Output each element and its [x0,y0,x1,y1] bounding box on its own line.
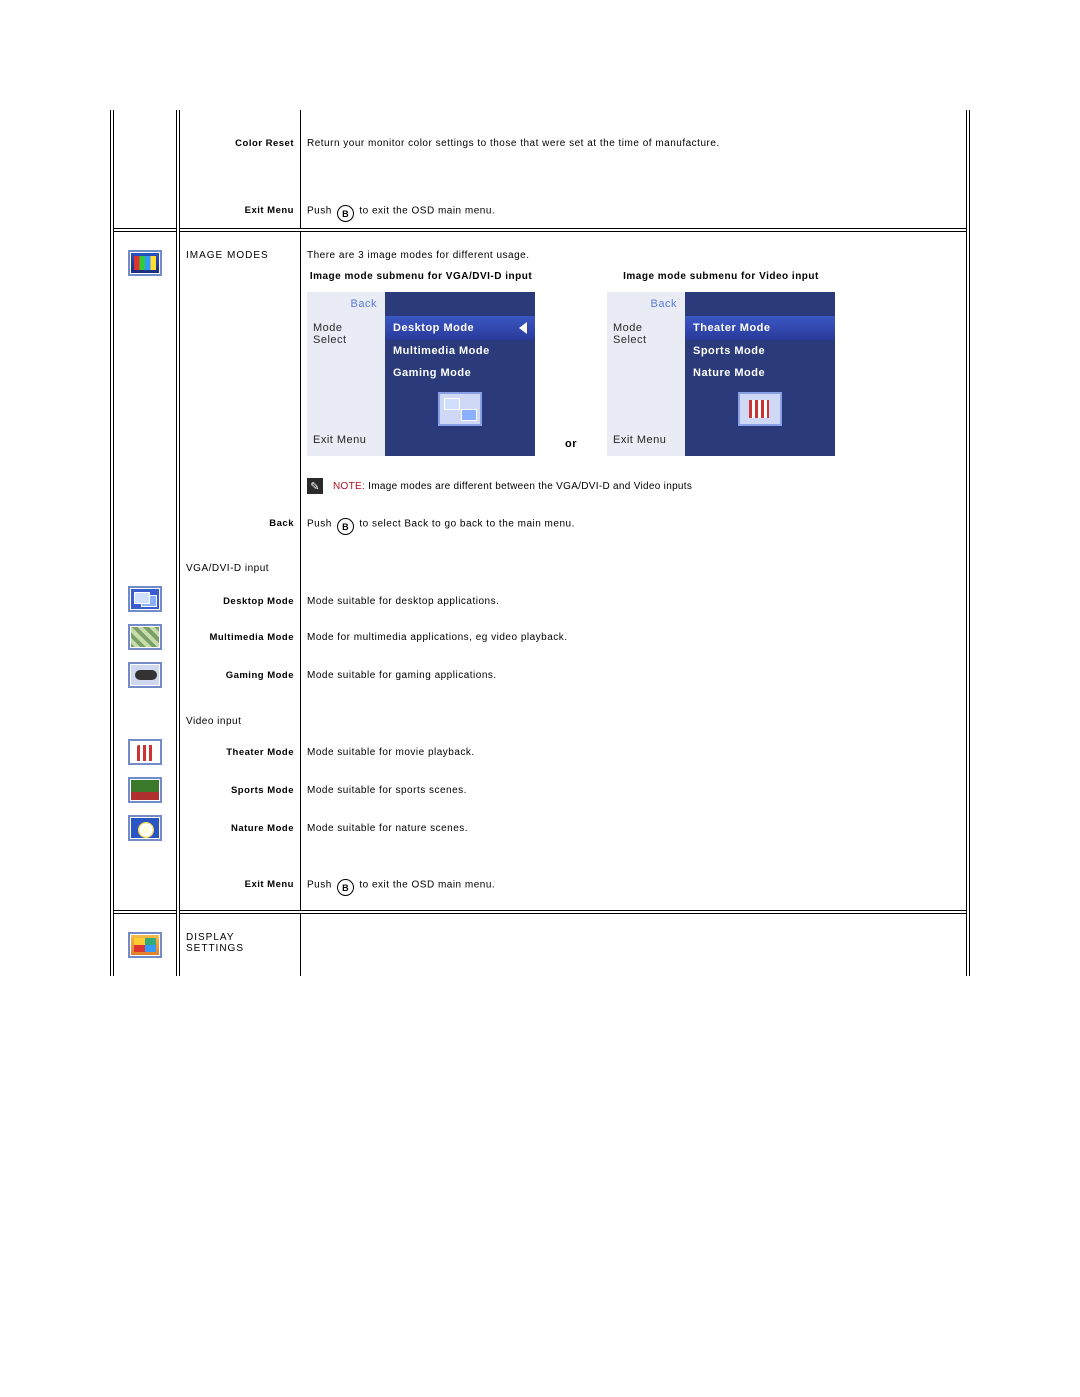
desc-multimedia: Mode for multimedia applications, eg vid… [301,618,969,656]
desc-theater: Mode suitable for movie playback. [301,733,969,771]
note-prefix: NOTE: [333,481,365,492]
submenu-video-exit[interactable]: Exit Menu [607,426,685,456]
icon-multimedia [112,618,178,656]
label-sports: Sports Mode [178,771,301,809]
note-text: NOTE: Image modes are different between … [333,481,692,492]
icon-image-modes [112,244,178,500]
icon-cell-empty [112,847,178,912]
left-arrow-icon [519,322,527,334]
label-theater: Theater Mode [178,733,301,771]
submenu-vga-opt-1[interactable]: Gaming Mode [385,362,535,384]
icon-cell-empty [112,541,178,580]
label-back: Back [178,500,301,541]
gaming-icon [128,662,162,688]
sports-icon [128,777,162,803]
submenu-video-opt-1[interactable]: Nature Mode [685,362,835,384]
desc-exit2-pre: Push [307,880,335,891]
icon-cell-empty [112,694,178,733]
nature-icon [128,815,162,841]
submenu-vga-exit[interactable]: Exit Menu [307,426,385,456]
submenu-vga-back[interactable]: Back [307,292,385,316]
submenu-vga-left: Back Mode Select Exit Menu [307,292,385,456]
submenu-vga-modeselect[interactable]: Mode Select [307,316,385,352]
button-b-icon: B [337,205,354,222]
submenu-vga-caption: Image mode submenu for VGA/DVI-D input [307,271,535,282]
desc-back-pre: Push [307,519,335,530]
icon-sports [112,771,178,809]
submenu-vga-header[interactable]: Desktop Mode [385,316,535,340]
label-exit-menu-2: Exit Menu [178,847,301,912]
label-gaming: Gaming Mode [178,656,301,694]
submenu-video-right: Theater Mode Sports Mode Nature Mode [685,292,835,456]
desc-desktop: Mode suitable for desktop applications. [301,580,969,618]
label-video-section: Video input [178,694,301,733]
desc-empty [301,541,969,580]
image-modes-icon [128,250,162,276]
multimedia-icon [128,624,162,650]
button-b-icon: B [337,879,354,896]
desc-display-settings [301,926,969,976]
label-exit-menu-1: Exit Menu [178,155,301,230]
desc-gaming: Mode suitable for gaming applications. [301,656,969,694]
icon-display [112,926,178,976]
desc-exit-pre: Push [307,206,335,217]
icon-cell-empty [112,110,178,155]
desc-nature: Mode suitable for nature scenes. [301,809,969,847]
icon-cell-empty [112,155,178,230]
submenu-video-back[interactable]: Back [607,292,685,316]
submenu-vga-opt-0[interactable]: Multimedia Mode [385,340,535,362]
label-multimedia: Multimedia Mode [178,618,301,656]
icon-cell-empty [112,500,178,541]
submenu-container: Image mode submenu for VGA/DVI-D input B… [307,271,960,456]
desc-back: Push B to select Back to go back to the … [301,500,969,541]
or-label: or [565,438,577,456]
submenu-video-modeselect[interactable]: Mode Select [607,316,685,352]
submenu-video-left: Back Mode Select Exit Menu [607,292,685,456]
note-body: Image modes are different between the VG… [368,481,692,492]
page-root: Color Reset Return your monitor color se… [0,0,1080,976]
label-desktop: Desktop Mode [178,580,301,618]
display-settings-icon [128,932,162,958]
icon-gaming [112,656,178,694]
label-color-reset: Color Reset [178,110,301,155]
theater-icon [128,739,162,765]
label-vga-section: VGA/DVI-D input [178,541,301,580]
submenu-video-iconslot [685,384,835,441]
submenu-vga: Back Mode Select Exit Menu Desktop Mode … [307,292,535,456]
desc-exit-post: to exit the OSD main menu. [359,206,495,217]
popcorn-mini-icon [738,392,782,426]
desc-exit-menu-1: Push B to exit the OSD main menu. [301,155,969,230]
label-image-modes: IMAGE MODES [178,244,301,500]
desc-image-modes: There are 3 image modes for different us… [301,244,969,500]
label-display-settings: DISPLAY SETTINGS [178,926,301,976]
submenu-vga-iconslot [385,384,535,441]
submenu-vga-right: Desktop Mode Multimedia Mode Gaming Mode [385,292,535,456]
note-icon: ✎ [307,478,323,494]
image-modes-intro: There are 3 image modes for different us… [307,250,960,261]
submenu-video: Back Mode Select Exit Menu Theater Mode … [607,292,835,456]
desktop-icon [128,586,162,612]
desc-empty [301,694,969,733]
desktop-mini-icon [438,392,482,426]
icon-theater [112,733,178,771]
submenu-vga-block: Image mode submenu for VGA/DVI-D input B… [307,271,535,456]
label-nature: Nature Mode [178,809,301,847]
desc-sports: Mode suitable for sports scenes. [301,771,969,809]
icon-desktop [112,580,178,618]
osd-table: Color Reset Return your monitor color se… [110,110,970,976]
desc-exit2-post: to exit the OSD main menu. [359,880,495,891]
submenu-vga-header-text: Desktop Mode [393,322,474,334]
desc-back-post: to select Back to go back to the main me… [359,519,575,530]
desc-color-reset: Return your monitor color settings to th… [301,110,969,155]
icon-nature [112,809,178,847]
desc-exit-menu-2: Push B to exit the OSD main menu. [301,847,969,912]
submenu-video-header-text: Theater Mode [693,322,771,334]
submenu-video-caption: Image mode submenu for Video input [607,271,835,282]
submenu-video-opt-0[interactable]: Sports Mode [685,340,835,362]
button-b-icon: B [337,518,354,535]
submenu-video-header[interactable]: Theater Mode [685,316,835,340]
submenu-video-block: Image mode submenu for Video input Back … [607,271,835,456]
note-row: ✎ NOTE: Image modes are different betwee… [307,478,960,494]
